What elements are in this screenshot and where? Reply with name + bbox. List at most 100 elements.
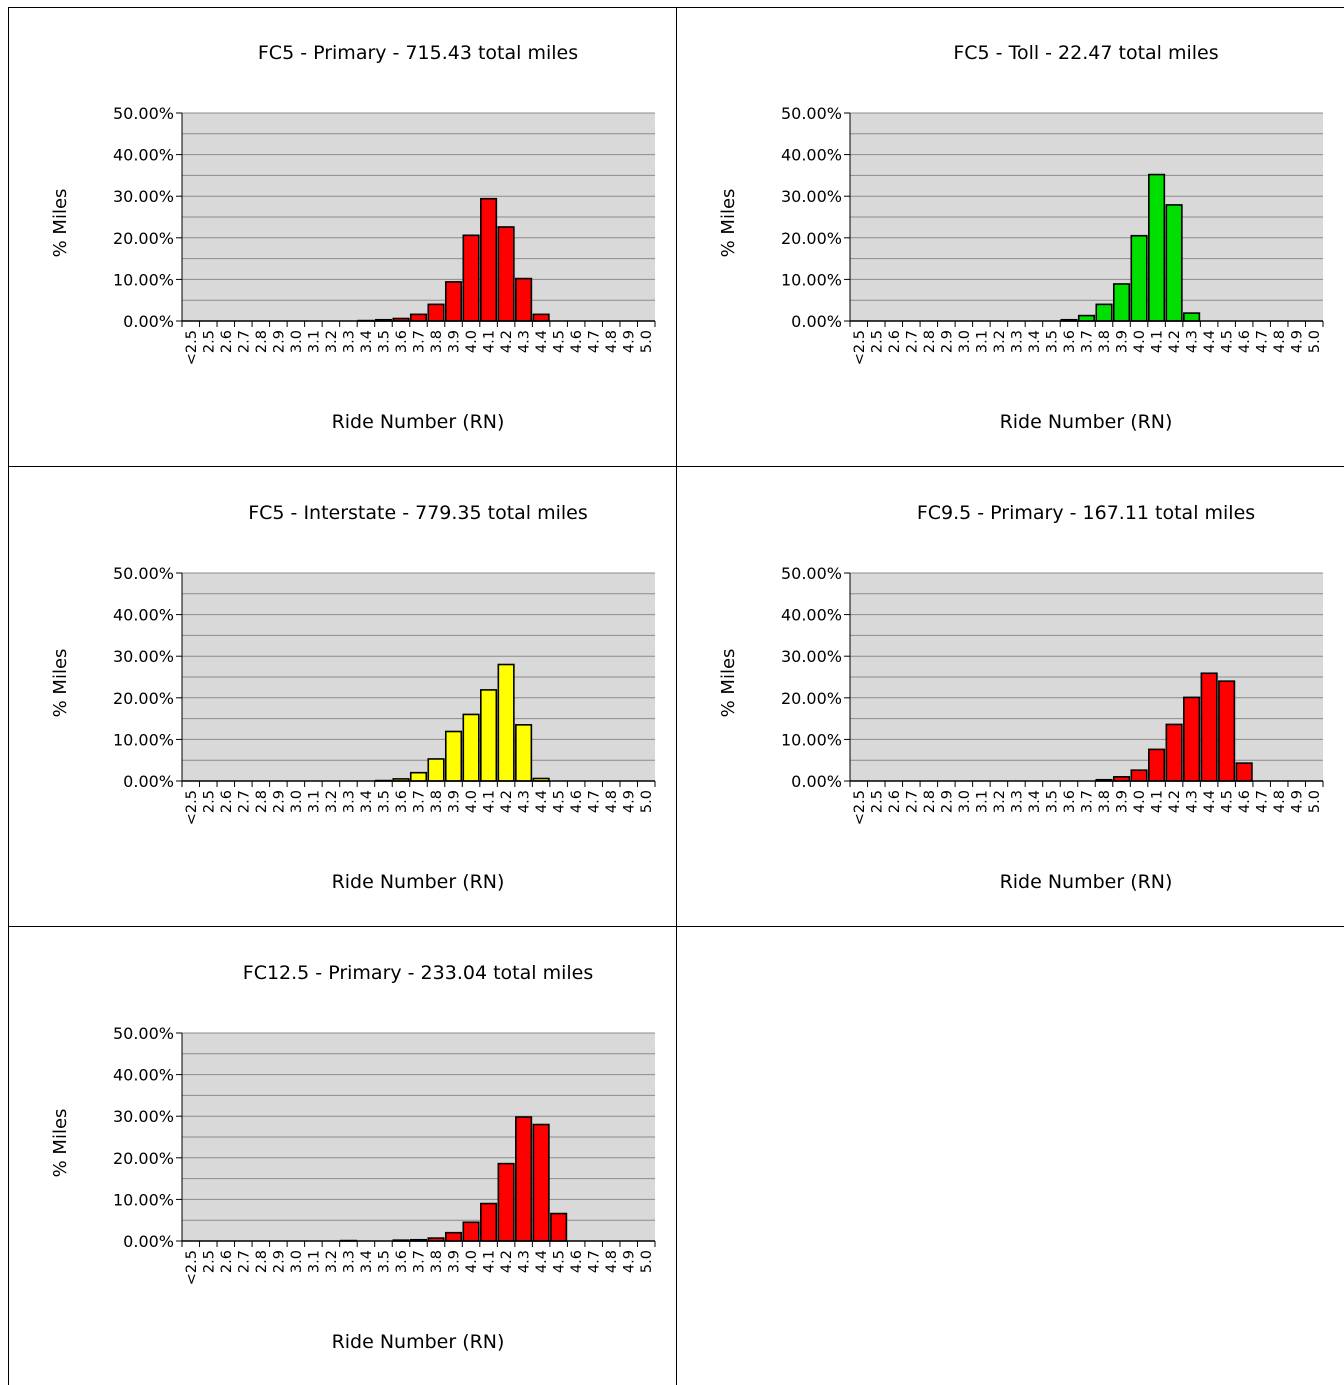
y-tick-label: 30.00%	[113, 1107, 174, 1126]
x-tick-label: 2.6	[219, 330, 235, 353]
chart-title: FC5 - Primary - 715.43 total miles	[258, 42, 578, 64]
bar	[515, 277, 533, 322]
bar	[497, 226, 515, 322]
x-tick-label: 4.3	[517, 1250, 533, 1273]
x-tick-label: <2.5	[184, 330, 200, 365]
y-tick-label: 40.00%	[781, 146, 842, 165]
grid-border-left	[8, 7, 9, 1385]
y-tick-label: 10.00%	[113, 730, 174, 749]
x-tick-label: 3.2	[324, 1250, 340, 1273]
x-tick-label: 3.6	[1062, 790, 1078, 813]
bar	[409, 771, 428, 782]
x-tick-label: 2.8	[254, 1250, 270, 1273]
x-tick-label: 5.0	[1307, 330, 1323, 353]
y-tick-label: 0.00%	[791, 312, 842, 331]
x-tick-label: 2.7	[904, 790, 920, 813]
chart-panel-fc9-5-primary: FC9.5 - Primary - 167.11 total miles % M…	[718, 502, 1324, 893]
x-tick-label: 4.3	[1185, 790, 1201, 813]
y-tick-label: 20.00%	[781, 689, 842, 708]
x-tick-label: 3.5	[1044, 790, 1060, 813]
y-tick-label: 30.00%	[113, 187, 174, 206]
y-tick-label: 40.00%	[113, 606, 174, 625]
x-tick-label: 4.8	[1272, 330, 1288, 353]
y-axis-label: % Miles	[718, 649, 739, 718]
y-tick-label: 0.00%	[123, 772, 174, 791]
x-tick-label: 4.3	[517, 330, 533, 353]
x-tick-label: 4.1	[482, 330, 498, 353]
x-tick-label: 2.7	[236, 790, 252, 813]
x-tick-label: 3.7	[1080, 790, 1096, 813]
x-tick-label: 3.0	[957, 330, 973, 353]
bar	[444, 730, 463, 782]
x-tick-label: 4.7	[587, 1250, 603, 1273]
x-tick-label: 4.8	[604, 790, 620, 813]
bar	[1130, 234, 1148, 322]
x-tick-label: 2.7	[236, 1250, 252, 1273]
x-axis-label: Ride Number (RN)	[1000, 411, 1173, 433]
x-tick-label: 3.3	[341, 790, 357, 813]
x-tick-label: 3.0	[289, 790, 305, 813]
x-tick-label: 2.8	[922, 790, 938, 813]
x-tick-label: 3.5	[376, 1250, 392, 1273]
y-tick-label: 40.00%	[113, 1066, 174, 1085]
x-tick-label: 3.0	[957, 790, 973, 813]
x-tick-label: 4.4	[534, 790, 550, 813]
x-tick-label: 4.2	[1167, 790, 1183, 813]
x-tick-label: 4.4	[1202, 790, 1218, 813]
x-tick-label: 2.5	[201, 330, 217, 353]
bar	[497, 663, 515, 782]
x-tick-label: 4.3	[517, 790, 533, 813]
bar	[480, 689, 498, 782]
x-tick-label: 4.1	[1150, 330, 1166, 353]
x-tick-label: 3.7	[412, 790, 428, 813]
bar	[497, 1162, 515, 1242]
y-tick-label: 20.00%	[113, 1149, 174, 1168]
bar	[1165, 723, 1183, 782]
chart-panel-fc5-toll: FC5 - Toll - 22.47 total miles % Miles R…	[718, 42, 1324, 433]
x-tick-label: 3.6	[394, 1250, 410, 1273]
x-tick-label: 2.8	[922, 330, 938, 353]
x-tick-label: 4.7	[1255, 790, 1271, 813]
x-tick-label: 2.9	[271, 1250, 287, 1273]
x-tick-label: 2.6	[219, 790, 235, 813]
y-tick-label: 0.00%	[791, 772, 842, 791]
bar	[1148, 173, 1166, 322]
x-tick-label: 4.4	[1202, 330, 1218, 353]
x-tick-label: 4.6	[1237, 330, 1253, 353]
bar	[427, 303, 445, 322]
x-tick-label: 2.5	[869, 790, 885, 813]
x-tick-label: 3.2	[992, 330, 1008, 353]
x-tick-label: 3.1	[306, 790, 322, 813]
x-tick-label: 4.0	[464, 330, 480, 353]
x-tick-label: 2.5	[201, 790, 217, 813]
x-tick-label: <2.5	[852, 330, 868, 365]
bar	[1200, 672, 1218, 782]
y-tick-label: 0.00%	[123, 312, 174, 331]
x-tick-label: 2.9	[271, 790, 287, 813]
bar	[480, 1202, 498, 1242]
x-tick-label: 5.0	[639, 1250, 655, 1273]
y-axis-label: % Miles	[718, 189, 739, 258]
x-tick-label: 4.9	[622, 790, 638, 813]
bar	[462, 713, 480, 782]
x-tick-label: 2.6	[219, 1250, 235, 1273]
x-tick-label: 3.6	[1062, 330, 1078, 353]
x-tick-label: 2.9	[271, 330, 287, 353]
x-tick-label: 4.4	[534, 1250, 550, 1273]
x-tick-label: 3.0	[289, 330, 305, 353]
chart-title: FC12.5 - Primary - 233.04 total miles	[243, 962, 593, 984]
x-tick-label: 3.7	[1080, 330, 1096, 353]
y-tick-label: 30.00%	[781, 187, 842, 206]
x-tick-label: 4.0	[1132, 330, 1148, 353]
x-tick-label: <2.5	[184, 790, 200, 825]
y-tick-label: 40.00%	[113, 146, 174, 165]
x-tick-label: 4.7	[587, 330, 603, 353]
bar	[444, 1231, 463, 1242]
x-tick-label: <2.5	[852, 790, 868, 825]
y-tick-label: 50.00%	[781, 104, 842, 123]
x-tick-label: 4.2	[499, 330, 515, 353]
x-tick-label: 3.9	[1115, 790, 1131, 813]
x-tick-label: 3.3	[1009, 330, 1025, 353]
x-axis-label: Ride Number (RN)	[332, 871, 505, 893]
